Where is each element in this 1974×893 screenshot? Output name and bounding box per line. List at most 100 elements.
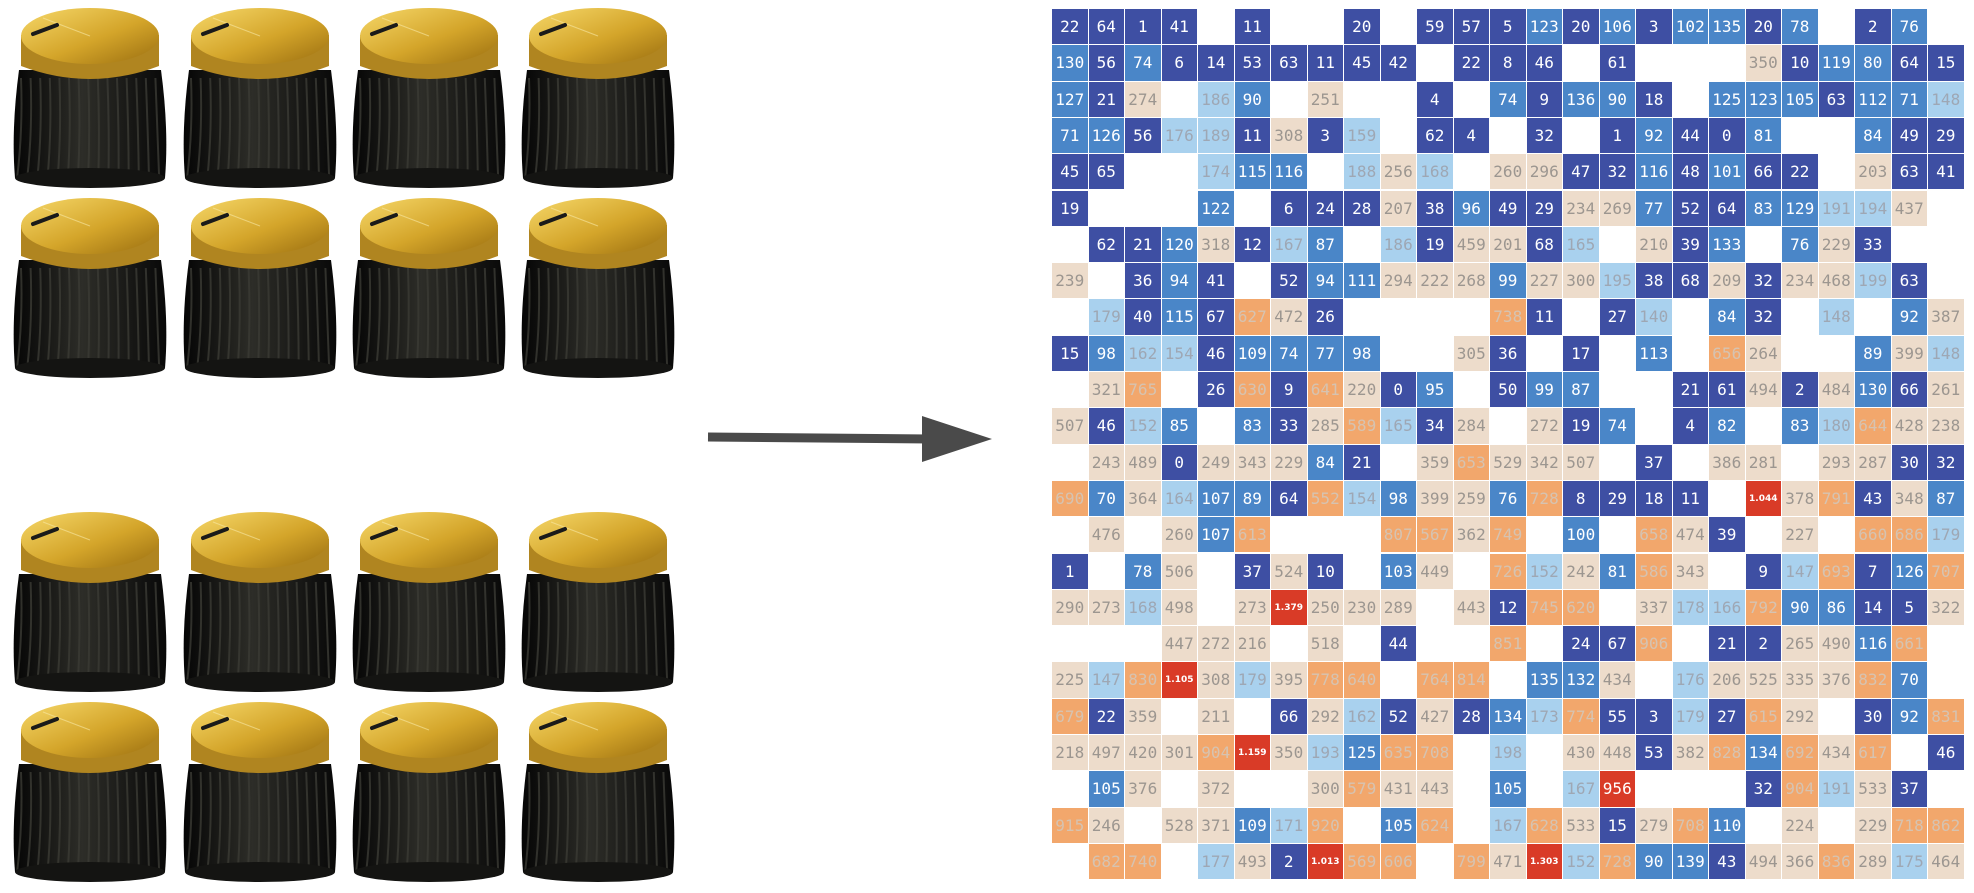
grid-cell: 851 bbox=[1490, 626, 1526, 662]
grid-cell: 234 bbox=[1563, 190, 1599, 226]
grid-cell: 109 bbox=[1234, 807, 1270, 843]
grid-cell: 234 bbox=[1782, 263, 1818, 299]
grid-cell: 579 bbox=[1344, 771, 1380, 807]
grid-cell: 126 bbox=[1891, 553, 1927, 589]
grid-cell: 74 bbox=[1271, 335, 1307, 371]
grid-cell: 165 bbox=[1563, 226, 1599, 263]
grid-cell: 449 bbox=[1417, 553, 1453, 589]
grid-cell: 179 bbox=[1672, 698, 1708, 734]
grid-cell: 2 bbox=[1745, 626, 1781, 662]
grid-cell: 273 bbox=[1234, 589, 1270, 626]
grid-cell: 305 bbox=[1453, 335, 1489, 371]
grid-cell: 177 bbox=[1198, 843, 1234, 880]
grid-cell: 2 bbox=[1855, 9, 1891, 45]
grid-cell: 468 bbox=[1818, 263, 1854, 299]
grid-cell: 76 bbox=[1490, 480, 1526, 517]
grid-cell: 682 bbox=[1088, 843, 1124, 880]
grid-cell: 46 bbox=[1088, 408, 1124, 444]
grid-cell: 567 bbox=[1417, 517, 1453, 553]
grid-cell: 188 bbox=[1344, 154, 1380, 190]
grid-cell: 159 bbox=[1344, 117, 1380, 154]
grid-cell: 533 bbox=[1563, 807, 1599, 843]
grid-cell: 107 bbox=[1198, 480, 1234, 517]
knob-6 bbox=[175, 190, 345, 380]
grid-cell: 87 bbox=[1928, 480, 1964, 517]
grid-cell: 904 bbox=[1198, 735, 1234, 771]
grid-cell: 20 bbox=[1745, 9, 1781, 45]
grid-cell: 525 bbox=[1745, 662, 1781, 698]
grid-cell: 836 bbox=[1818, 843, 1854, 880]
grid-cell: 148 bbox=[1928, 335, 1964, 371]
grid-cell: 718 bbox=[1891, 807, 1927, 843]
grid-cell: 71 bbox=[1891, 81, 1927, 117]
grid-cell: 243 bbox=[1088, 444, 1124, 480]
grid-cell: 109 bbox=[1234, 335, 1270, 371]
grid-cell: 229 bbox=[1271, 444, 1307, 480]
grid-cell: 620 bbox=[1563, 589, 1599, 626]
grid-cell: 738 bbox=[1490, 299, 1526, 335]
grid-cell: 134 bbox=[1490, 698, 1526, 734]
grid-cell: 3 bbox=[1636, 9, 1672, 45]
grid-cell: 41 bbox=[1928, 154, 1964, 190]
grid-cell: 84 bbox=[1709, 299, 1745, 335]
grid-cell: 2 bbox=[1782, 372, 1818, 408]
grid-cell: 272 bbox=[1526, 408, 1562, 444]
grid-cell: 21 bbox=[1672, 372, 1708, 408]
grid-cell: 21 bbox=[1088, 81, 1124, 117]
grid-cell: 19 bbox=[1563, 408, 1599, 444]
grid-cell: 32 bbox=[1745, 299, 1781, 335]
grid-cell: 122 bbox=[1198, 190, 1234, 226]
grid-cell: 227 bbox=[1526, 263, 1562, 299]
grid-cell: 653 bbox=[1453, 444, 1489, 480]
grid-cell: 63 bbox=[1271, 45, 1307, 81]
grid-cell: 207 bbox=[1380, 190, 1416, 226]
grid-cell: 251 bbox=[1307, 81, 1343, 117]
grid-cell: 371 bbox=[1198, 807, 1234, 843]
grid-cell: 37 bbox=[1636, 444, 1672, 480]
grid-cell: 386 bbox=[1709, 444, 1745, 480]
grid-cell: 53 bbox=[1234, 45, 1270, 81]
grid-cell: 434 bbox=[1599, 662, 1635, 698]
grid-cell: 186 bbox=[1380, 226, 1416, 263]
grid-cell: 123 bbox=[1526, 9, 1562, 45]
grid-cell: 259 bbox=[1453, 480, 1489, 517]
grid-cell: 56 bbox=[1088, 45, 1124, 81]
grid-cell: 41 bbox=[1161, 9, 1197, 45]
grid-cell: 362 bbox=[1453, 517, 1489, 553]
grid-cell: 227 bbox=[1782, 517, 1818, 553]
grid-cell: 136 bbox=[1563, 81, 1599, 117]
grid-cell: 693 bbox=[1818, 553, 1854, 589]
grid-cell: 376 bbox=[1125, 771, 1161, 807]
grid-cell: 494 bbox=[1745, 372, 1781, 408]
grid-cell: 265 bbox=[1782, 626, 1818, 662]
grid-cell: 32 bbox=[1526, 117, 1562, 154]
grid-cell: 656 bbox=[1709, 335, 1745, 371]
grid-cell: 524 bbox=[1271, 553, 1307, 589]
grid-cell: 274 bbox=[1125, 81, 1161, 117]
grid-cell: 238 bbox=[1928, 408, 1964, 444]
grid-cell: 152 bbox=[1563, 843, 1599, 880]
grid-cell: 862 bbox=[1928, 807, 1964, 843]
grid-cell: 21 bbox=[1709, 626, 1745, 662]
grid-cell: 22 bbox=[1782, 154, 1818, 190]
grid-cell: 83 bbox=[1234, 408, 1270, 444]
grid-cell: 359 bbox=[1417, 444, 1453, 480]
grid-cell: 287 bbox=[1855, 444, 1891, 480]
grid-cell: 956 bbox=[1599, 771, 1635, 807]
grid-cell: 225 bbox=[1052, 662, 1088, 698]
grid-cell: 94 bbox=[1161, 263, 1197, 299]
grid-cell: 152 bbox=[1125, 408, 1161, 444]
grid-cell: 464 bbox=[1928, 843, 1964, 880]
grid-cell: 86 bbox=[1818, 589, 1854, 626]
grid-cell: 55 bbox=[1599, 698, 1635, 734]
grid-cell: 38 bbox=[1636, 263, 1672, 299]
grid-cell: 127 bbox=[1052, 81, 1088, 117]
grid-cell: 125 bbox=[1709, 81, 1745, 117]
grid-cell: 175 bbox=[1891, 843, 1927, 880]
grid-cell: 745 bbox=[1526, 589, 1562, 626]
grid-cell: 115 bbox=[1234, 154, 1270, 190]
grid-cell: 40 bbox=[1125, 299, 1161, 335]
grid-cell: 148 bbox=[1928, 81, 1964, 117]
grid-cell: 43 bbox=[1709, 843, 1745, 880]
grid-cell: 292 bbox=[1782, 698, 1818, 734]
